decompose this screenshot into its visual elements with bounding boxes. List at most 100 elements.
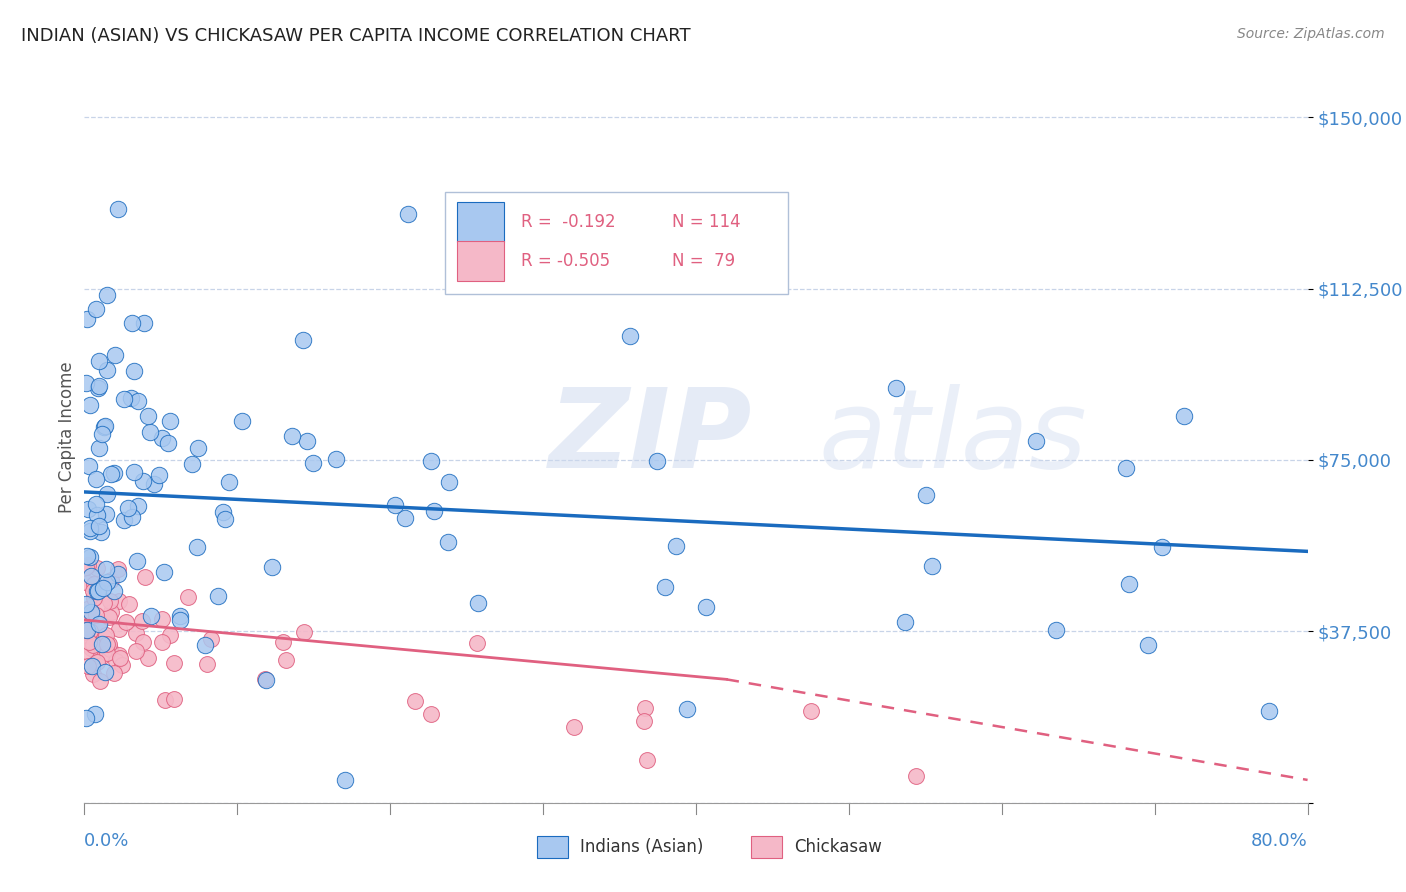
- Point: [89, 442, 111, 456]
- Point: [423, 504, 446, 518]
- Point: [82, 667, 104, 681]
- Point: [86, 607, 108, 622]
- Point: [295, 434, 318, 448]
- Point: [231, 415, 253, 429]
- Point: [152, 635, 174, 649]
- Point: [884, 381, 907, 395]
- Point: [77, 558, 100, 573]
- Point: [148, 467, 170, 482]
- Point: [103, 666, 125, 681]
- Point: [905, 769, 928, 783]
- Point: [139, 609, 162, 624]
- Point: [86, 583, 108, 598]
- Point: [274, 653, 297, 667]
- Point: [292, 624, 315, 639]
- Point: [98, 594, 121, 608]
- Text: N = 114: N = 114: [672, 212, 740, 231]
- Point: [91, 581, 114, 595]
- Point: [103, 466, 125, 480]
- Point: [83, 706, 105, 721]
- Point: [394, 511, 416, 525]
- Point: [187, 441, 209, 455]
- Point: [93, 596, 115, 610]
- Point: [1045, 623, 1067, 637]
- Point: [100, 573, 122, 587]
- Point: [94, 627, 117, 641]
- Point: [112, 513, 135, 527]
- Point: [75, 623, 97, 637]
- Point: [82, 584, 104, 599]
- Text: R = -0.505: R = -0.505: [522, 252, 610, 270]
- Point: [1025, 434, 1047, 449]
- Point: [83, 589, 105, 603]
- Point: [132, 474, 155, 488]
- Point: [84, 301, 107, 317]
- Point: [665, 539, 688, 553]
- Point: [125, 626, 148, 640]
- Text: ZIP: ZIP: [550, 384, 752, 491]
- Text: atlas: atlas: [818, 384, 1087, 491]
- Point: [1173, 409, 1195, 423]
- Point: [800, 705, 823, 719]
- Point: [115, 615, 138, 629]
- FancyBboxPatch shape: [751, 836, 782, 858]
- Point: [301, 456, 323, 470]
- Point: [86, 561, 108, 575]
- Point: [420, 706, 443, 721]
- Point: [156, 435, 179, 450]
- Point: [465, 636, 488, 650]
- Point: [93, 630, 115, 644]
- Point: [125, 554, 148, 568]
- Point: [155, 693, 177, 707]
- Point: [87, 519, 110, 533]
- Point: [108, 650, 131, 665]
- Point: [139, 425, 162, 439]
- FancyBboxPatch shape: [457, 202, 503, 242]
- Point: [94, 508, 117, 522]
- Point: [404, 694, 426, 708]
- Point: [676, 702, 699, 716]
- Point: [111, 658, 134, 673]
- Point: [122, 465, 145, 479]
- Text: 80.0%: 80.0%: [1251, 832, 1308, 850]
- Point: [94, 665, 117, 680]
- Point: [98, 637, 121, 651]
- Point: [200, 632, 222, 646]
- Point: [96, 574, 118, 589]
- Point: [93, 420, 115, 434]
- Point: [97, 609, 120, 624]
- Point: [96, 646, 118, 660]
- Point: [100, 467, 122, 481]
- Point: [77, 658, 100, 673]
- Point: [104, 348, 127, 362]
- Point: [87, 617, 110, 632]
- Point: [96, 487, 118, 501]
- Point: [619, 329, 641, 343]
- Point: [107, 202, 129, 216]
- Point: [654, 580, 676, 594]
- Point: [79, 624, 101, 639]
- Point: [76, 502, 98, 516]
- Point: [121, 509, 143, 524]
- Point: [921, 559, 943, 574]
- Point: [117, 501, 139, 516]
- Point: [96, 287, 118, 301]
- Point: [107, 562, 129, 576]
- Point: [82, 638, 104, 652]
- Point: [96, 562, 118, 576]
- Point: [112, 392, 135, 407]
- Point: [79, 605, 101, 619]
- Point: [76, 613, 98, 627]
- Point: [90, 427, 112, 442]
- Point: [77, 576, 100, 591]
- Point: [634, 701, 657, 715]
- Point: [75, 625, 97, 640]
- Text: Source: ZipAtlas.com: Source: ZipAtlas.com: [1237, 27, 1385, 41]
- Point: [214, 512, 236, 526]
- Point: [177, 590, 200, 604]
- Point: [75, 559, 97, 574]
- Point: [131, 614, 153, 628]
- Point: [79, 521, 101, 535]
- Point: [1115, 461, 1137, 475]
- Point: [79, 398, 101, 412]
